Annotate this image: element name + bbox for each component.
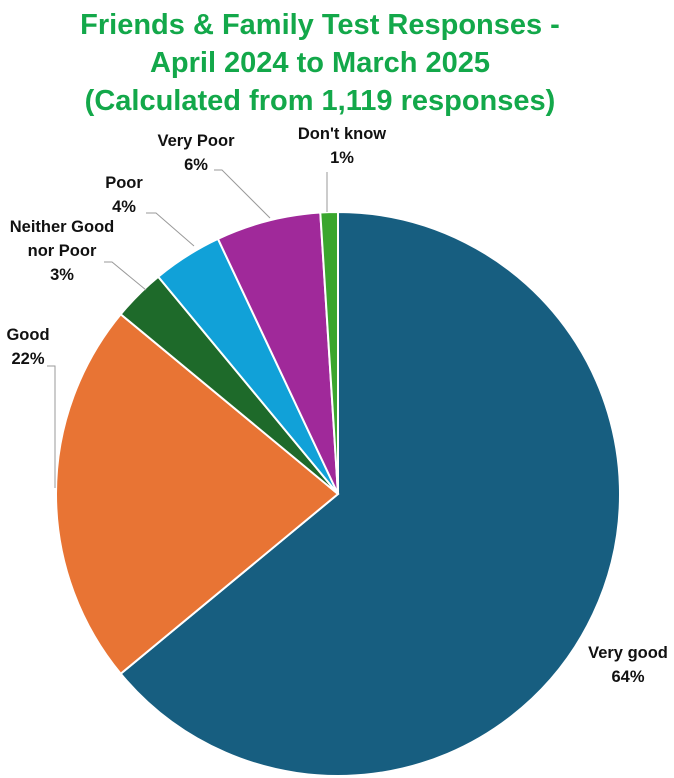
- slice-category-label: Neither Good: [10, 218, 115, 236]
- slice-value-label: 64%: [611, 668, 644, 686]
- slice-category-label: Very good: [588, 644, 668, 662]
- leader-line: [214, 169, 271, 219]
- pie-slices: [54, 210, 621, 777]
- title-line-3: (Calculated from 1,119 responses): [84, 85, 556, 117]
- slice-value-label: 1%: [330, 149, 354, 167]
- leader-line: [104, 261, 147, 291]
- leader-line: [146, 212, 195, 247]
- slice-value-label: 22%: [11, 350, 44, 368]
- pie-slice-good: [54, 312, 340, 676]
- slice-category-label: nor Poor: [28, 242, 97, 260]
- pie-slice-don-t-know: [319, 210, 339, 495]
- leader-lines: [47, 169, 328, 488]
- slice-category-label: Don't know: [298, 125, 386, 143]
- slice-value-label: 4%: [112, 198, 136, 216]
- slice-category-label: Good: [6, 326, 49, 344]
- slice-labels: Very good 64% Good 22% Neither Good nor Poor 3…: [6, 125, 667, 686]
- chart-title: Friends & Family Test Responses - April …: [0, 6, 640, 120]
- slice-category-label: Poor: [105, 174, 143, 192]
- slice-category-label: Very Poor: [157, 132, 235, 150]
- leader-line: [47, 365, 56, 488]
- pie-slice-very-good: [119, 210, 621, 777]
- title-line-1: Friends & Family Test Responses -: [80, 9, 560, 41]
- slice-value-label: 3%: [50, 266, 74, 284]
- slice-value-label: 6%: [184, 156, 208, 174]
- title-line-2: April 2024 to March 2025: [149, 47, 491, 79]
